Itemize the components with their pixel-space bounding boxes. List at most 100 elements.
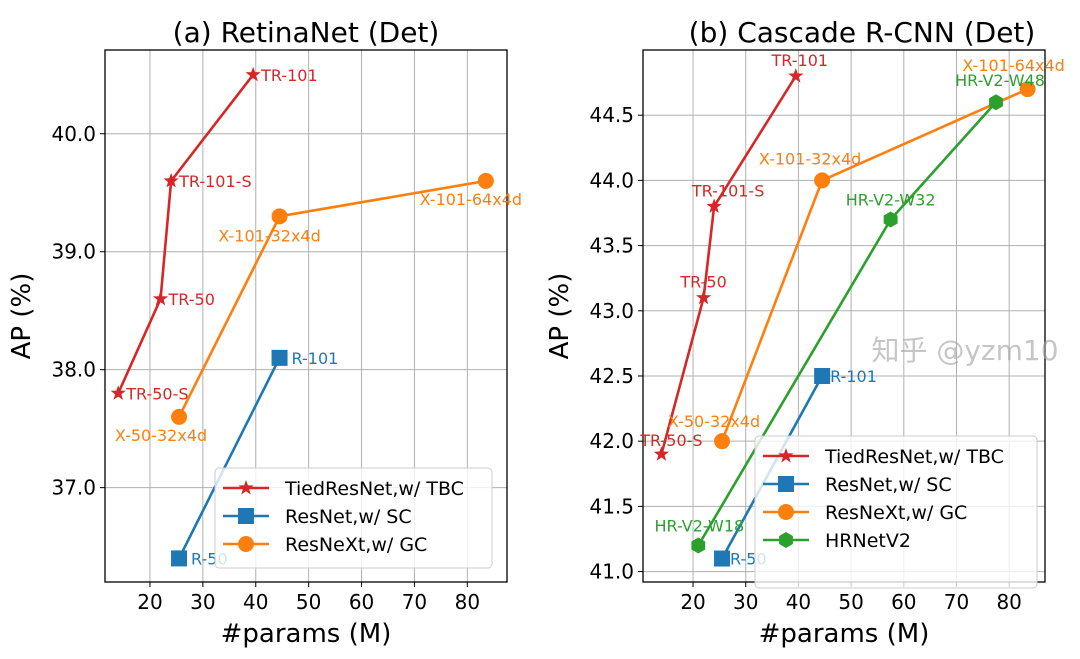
data-point	[171, 550, 188, 567]
data-point	[477, 172, 494, 189]
data-point	[271, 349, 288, 366]
data-point	[788, 68, 804, 83]
chart-panel-0: (a) RetinaNet (Det) 20 30 40 50 60 70 80 37.0 38.…	[7, 16, 522, 649]
series-ResNeXt: X-50-32x4d X-101-32x4d X-101-64x4d	[115, 172, 522, 445]
y-tick-label: 44.0	[589, 168, 634, 192]
data-label: R-101	[292, 349, 339, 368]
legend-label: ResNet,w/ SC	[825, 474, 952, 496]
y-tick-label: 41.0	[589, 560, 634, 584]
plot-frame	[104, 49, 508, 583]
x-tick-label: 80	[455, 590, 480, 614]
data-label: R-101	[830, 367, 877, 386]
y-tick-label: 43.0	[589, 299, 634, 323]
data-label: X-101-32x4d	[759, 149, 861, 168]
series-line	[660, 75, 797, 455]
legend-marker	[238, 536, 254, 552]
data-label: TR-101-S	[178, 172, 251, 191]
series-TiedResNet: TR-50-S TR-50 TR-101-S TR-101	[639, 51, 828, 461]
chart-title: (a) RetinaNet (Det)	[173, 16, 440, 49]
data-point	[653, 446, 669, 461]
x-tick-label: 30	[733, 590, 758, 614]
chart-title: (b) Cascade R-CNN (Det)	[689, 16, 1036, 49]
y-tick-label: 43.5	[589, 234, 634, 258]
watermark: 知乎 @yzm10	[871, 334, 1058, 367]
x-tick-label: 60	[349, 590, 374, 614]
data-point	[706, 198, 722, 213]
data-label: TR-101	[260, 66, 318, 85]
x-tick-label: 20	[137, 590, 162, 614]
data-point	[110, 385, 126, 400]
legend-label: ResNet,w/ SC	[285, 506, 412, 528]
data-point	[814, 367, 831, 384]
y-tick-label: 38.0	[51, 358, 96, 382]
x-tick-label: 80	[996, 590, 1021, 614]
data-label: X-101-64x4d	[420, 190, 522, 209]
data-point	[989, 94, 1003, 111]
y-tick-label: 39.0	[51, 240, 96, 264]
data-label: TR-101	[771, 51, 829, 70]
legend-marker	[778, 504, 794, 520]
series-line	[117, 73, 255, 394]
legend-label: HRNetV2	[825, 530, 911, 552]
x-tick-label: 70	[402, 590, 427, 614]
data-label: TR-101-S	[691, 181, 764, 200]
legend-marker	[778, 448, 794, 463]
series-ResNeXt: X-50-32x4d X-101-32x4d X-101-64x4d	[668, 56, 1065, 450]
series-line	[720, 87, 1029, 442]
chart-panel-1: (b) Cascade R-CNN (Det) 20 30 40 50 60 70 80 41.…	[545, 16, 1065, 649]
data-label: HR-V2-W48	[955, 71, 1045, 90]
data-point	[691, 537, 706, 554]
data-label: HR-V2-W18	[654, 516, 744, 535]
y-tick-label: 37.0	[51, 476, 96, 500]
x-tick-label: 20	[680, 590, 705, 614]
y-axis-label: AP (%)	[7, 273, 37, 360]
data-point	[883, 211, 898, 228]
data-label: X-101-64x4d	[962, 56, 1064, 75]
x-tick-label: 50	[838, 590, 863, 614]
x-tick-label: 40	[786, 590, 811, 614]
y-tick-label: 40.0	[51, 122, 96, 146]
y-tick-label: 41.5	[589, 494, 634, 518]
legend-label: ResNeXt,w/ GC	[285, 534, 427, 556]
data-point	[152, 290, 169, 306]
x-tick-label: 30	[190, 590, 215, 614]
legend-box	[214, 467, 493, 569]
data-point	[814, 172, 831, 189]
data-label: TR-50-S	[125, 384, 188, 403]
x-axis-label: #params (M)	[759, 619, 930, 649]
legend-marker	[238, 508, 254, 524]
x-tick-label: 50	[296, 590, 321, 614]
data-point	[271, 208, 288, 225]
legend-label: TiedResNet,w/ TBC	[824, 446, 1004, 468]
series-ResNet: R-50R-101	[714, 367, 877, 569]
legend-marker	[778, 476, 794, 492]
legend-box	[754, 435, 1038, 589]
series-TiedResNet: TR-50-S TR-50 TR-101-S TR-101	[110, 66, 318, 403]
data-label: HR-V2-W32	[846, 191, 936, 210]
data-label: TR-50-S	[639, 431, 702, 450]
data-point	[714, 433, 731, 450]
legend-label: ResNeXt,w/ GC	[825, 502, 967, 524]
data-point	[1019, 81, 1036, 98]
x-tick-label: 40	[243, 590, 268, 614]
legend: TiedResNet,w/ TBC ResNet,w/ SC ResNeXt,w/ …	[214, 467, 493, 569]
legend-label: TiedResNet,w/ TBC	[284, 478, 464, 500]
data-label: TR-50	[168, 290, 215, 309]
y-tick-label: 42.5	[589, 364, 634, 388]
y-tick-label: 42.0	[589, 429, 634, 453]
x-axis-label: #params (M)	[221, 619, 392, 649]
data-label: TR-50	[679, 273, 726, 292]
y-axis-label: AP (%)	[545, 273, 575, 360]
data-point	[163, 172, 179, 188]
x-tick-label: 60	[891, 590, 916, 614]
legend: TiedResNet,w/ TBC ResNet,w/ SC ResNeXt,w/ …	[754, 435, 1038, 589]
data-point	[696, 289, 712, 305]
data-label: X-50-32x4d	[668, 412, 760, 431]
y-tick-label: 44.5	[589, 103, 634, 127]
data-point	[171, 408, 188, 425]
series-line	[177, 357, 281, 559]
legend-marker	[238, 480, 254, 495]
data-point	[714, 550, 731, 567]
data-label: X-50-32x4d	[115, 426, 207, 445]
